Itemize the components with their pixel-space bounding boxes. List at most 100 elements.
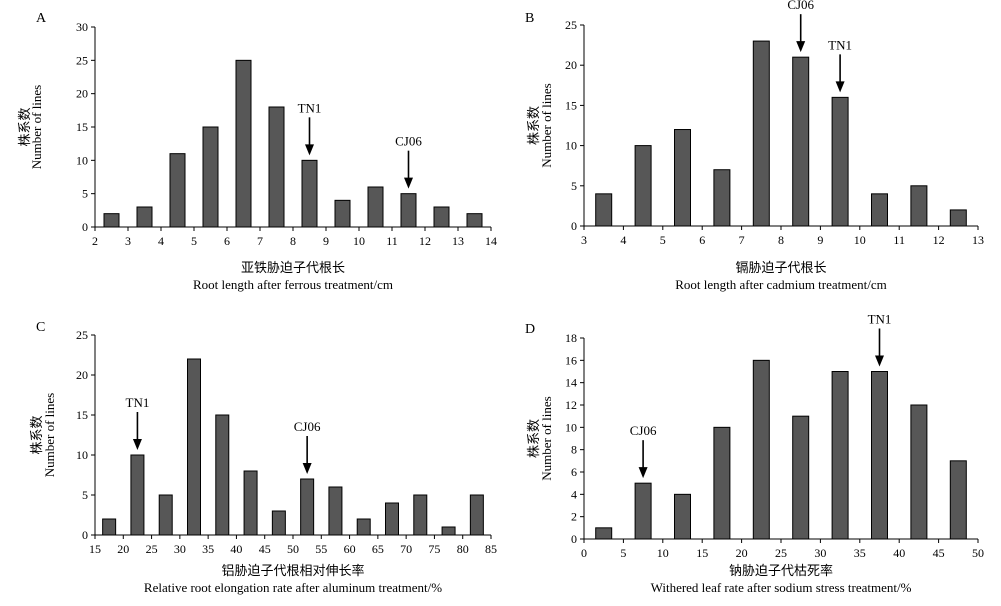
y-tick-label: 5 <box>571 179 577 193</box>
x-tick-label: 20 <box>736 546 748 560</box>
y-tick-label: 0 <box>82 220 88 234</box>
x-tick-label: 8 <box>778 233 784 247</box>
chart-panel-b: B 0 5 10 15 20 25 3 4 5 6 7 8 9 10 11 12 13 CJ06 TN1 镉胁迫子代根长… <box>525 0 984 292</box>
bar <box>441 526 456 536</box>
x-tick-label: 15 <box>696 546 708 560</box>
x-axis-label-cn: 铝胁迫子代根相对伸长率 <box>221 563 364 578</box>
bar <box>634 145 652 227</box>
x-tick-label: 45 <box>933 546 945 560</box>
x-tick-label: 5 <box>620 546 626 560</box>
x-tick-label: 2 <box>92 234 98 248</box>
x-tick-label: 11 <box>893 233 905 247</box>
y-tick-label: 5 <box>82 488 88 502</box>
chart-panel-a: A 0 5 10 15 20 25 30 2 3 4 5 6 7 8 9 10 11 12 13 14 TN1 CJ06 亚铁… <box>17 11 497 292</box>
x-tick-label: 11 <box>386 234 398 248</box>
y-axis-label-cn: 株系数 <box>526 419 541 458</box>
bar <box>271 510 286 536</box>
x-tick-label: 12 <box>419 234 431 248</box>
bar <box>910 185 928 227</box>
y-tick-label: 10 <box>565 139 577 153</box>
bar <box>949 209 967 227</box>
y-tick-label: 14 <box>565 376 577 390</box>
x-axis-label: Relative root elongation rate after alum… <box>144 580 442 595</box>
bar <box>334 199 351 228</box>
bar <box>356 518 371 536</box>
x-tick-label: 3 <box>581 233 587 247</box>
x-tick-label: 65 <box>372 542 384 556</box>
bar <box>831 371 849 540</box>
y-tick-label: 6 <box>571 465 577 479</box>
bar <box>243 470 258 536</box>
annotation-arrow-head <box>302 463 312 474</box>
x-axis-label-cn: 钠胁迫子代枯死率 <box>729 563 833 578</box>
y-tick-label: 30 <box>76 20 88 34</box>
bar <box>268 106 285 228</box>
bar <box>752 40 770 227</box>
y-tick-label: 20 <box>76 368 88 382</box>
y-axis-label: Number of lines <box>539 83 554 167</box>
bar <box>102 518 117 536</box>
bar <box>466 213 483 228</box>
bar <box>202 126 219 228</box>
bar <box>301 159 318 228</box>
x-tick-label: 10 <box>657 546 669 560</box>
x-tick-label: 7 <box>739 233 745 247</box>
annotation-label: CJ06 <box>630 423 657 438</box>
chart-panel-d: D 0 2 4 6 8 10 12 14 16 18 0 5 10 15 20 25 30 35 40 45 50 CJ06… <box>525 312 984 596</box>
annotation-label: CJ06 <box>294 419 321 434</box>
x-tick-label: 25 <box>146 542 158 556</box>
annotation-label: TN1 <box>868 312 892 327</box>
bar <box>792 415 810 540</box>
x-tick-label: 25 <box>775 546 787 560</box>
y-tick-label: 2 <box>571 510 577 524</box>
x-tick-label: 6 <box>224 234 230 248</box>
bar <box>910 404 928 540</box>
x-tick-label: 30 <box>814 546 826 560</box>
x-tick-label: 45 <box>259 542 271 556</box>
x-tick-label: 0 <box>581 546 587 560</box>
x-tick-label: 15 <box>89 542 101 556</box>
annotation-label: CJ06 <box>395 134 422 149</box>
x-tick-label: 35 <box>854 546 866 560</box>
annotation-arrow-head <box>305 144 314 156</box>
x-tick-label: 85 <box>485 542 497 556</box>
x-tick-label: 4 <box>158 234 164 248</box>
y-axis-label-cn: 株系数 <box>29 415 44 454</box>
y-tick-label: 10 <box>76 448 88 462</box>
bar <box>433 206 450 228</box>
y-tick-label: 16 <box>565 353 577 367</box>
annotation-arrow-head <box>835 81 845 93</box>
y-tick-label: 10 <box>76 153 88 167</box>
annotation-label: TN1 <box>298 100 322 115</box>
y-axis-label: Number of lines <box>42 393 57 477</box>
bar <box>235 59 252 228</box>
bar <box>215 414 230 536</box>
x-axis-label: Root length after cadmium treatment/cm <box>675 277 887 292</box>
panel-label: D <box>525 322 535 337</box>
bar <box>595 527 613 540</box>
y-axis-label: Number of lines <box>29 85 44 169</box>
x-tick-label: 70 <box>400 542 412 556</box>
bar <box>300 478 315 536</box>
x-tick-label: 13 <box>972 233 984 247</box>
bar <box>752 359 770 540</box>
x-tick-label: 10 <box>854 233 866 247</box>
bar <box>713 426 731 540</box>
bar <box>469 494 484 536</box>
x-tick-label: 3 <box>125 234 131 248</box>
y-tick-label: 0 <box>571 219 577 233</box>
y-tick-label: 10 <box>565 420 577 434</box>
bar <box>713 169 731 227</box>
panel-label: A <box>36 11 47 26</box>
y-tick-label: 15 <box>76 408 88 422</box>
y-tick-label: 20 <box>565 58 577 72</box>
bar <box>367 186 384 228</box>
x-tick-label: 8 <box>290 234 296 248</box>
annotation-arrow-head <box>404 177 413 189</box>
bar <box>871 193 888 227</box>
y-tick-label: 25 <box>565 18 577 32</box>
x-tick-label: 80 <box>457 542 469 556</box>
annotation-label: CJ06 <box>787 0 814 12</box>
annotation-arrow-head <box>796 41 806 53</box>
x-tick-label: 6 <box>699 233 705 247</box>
